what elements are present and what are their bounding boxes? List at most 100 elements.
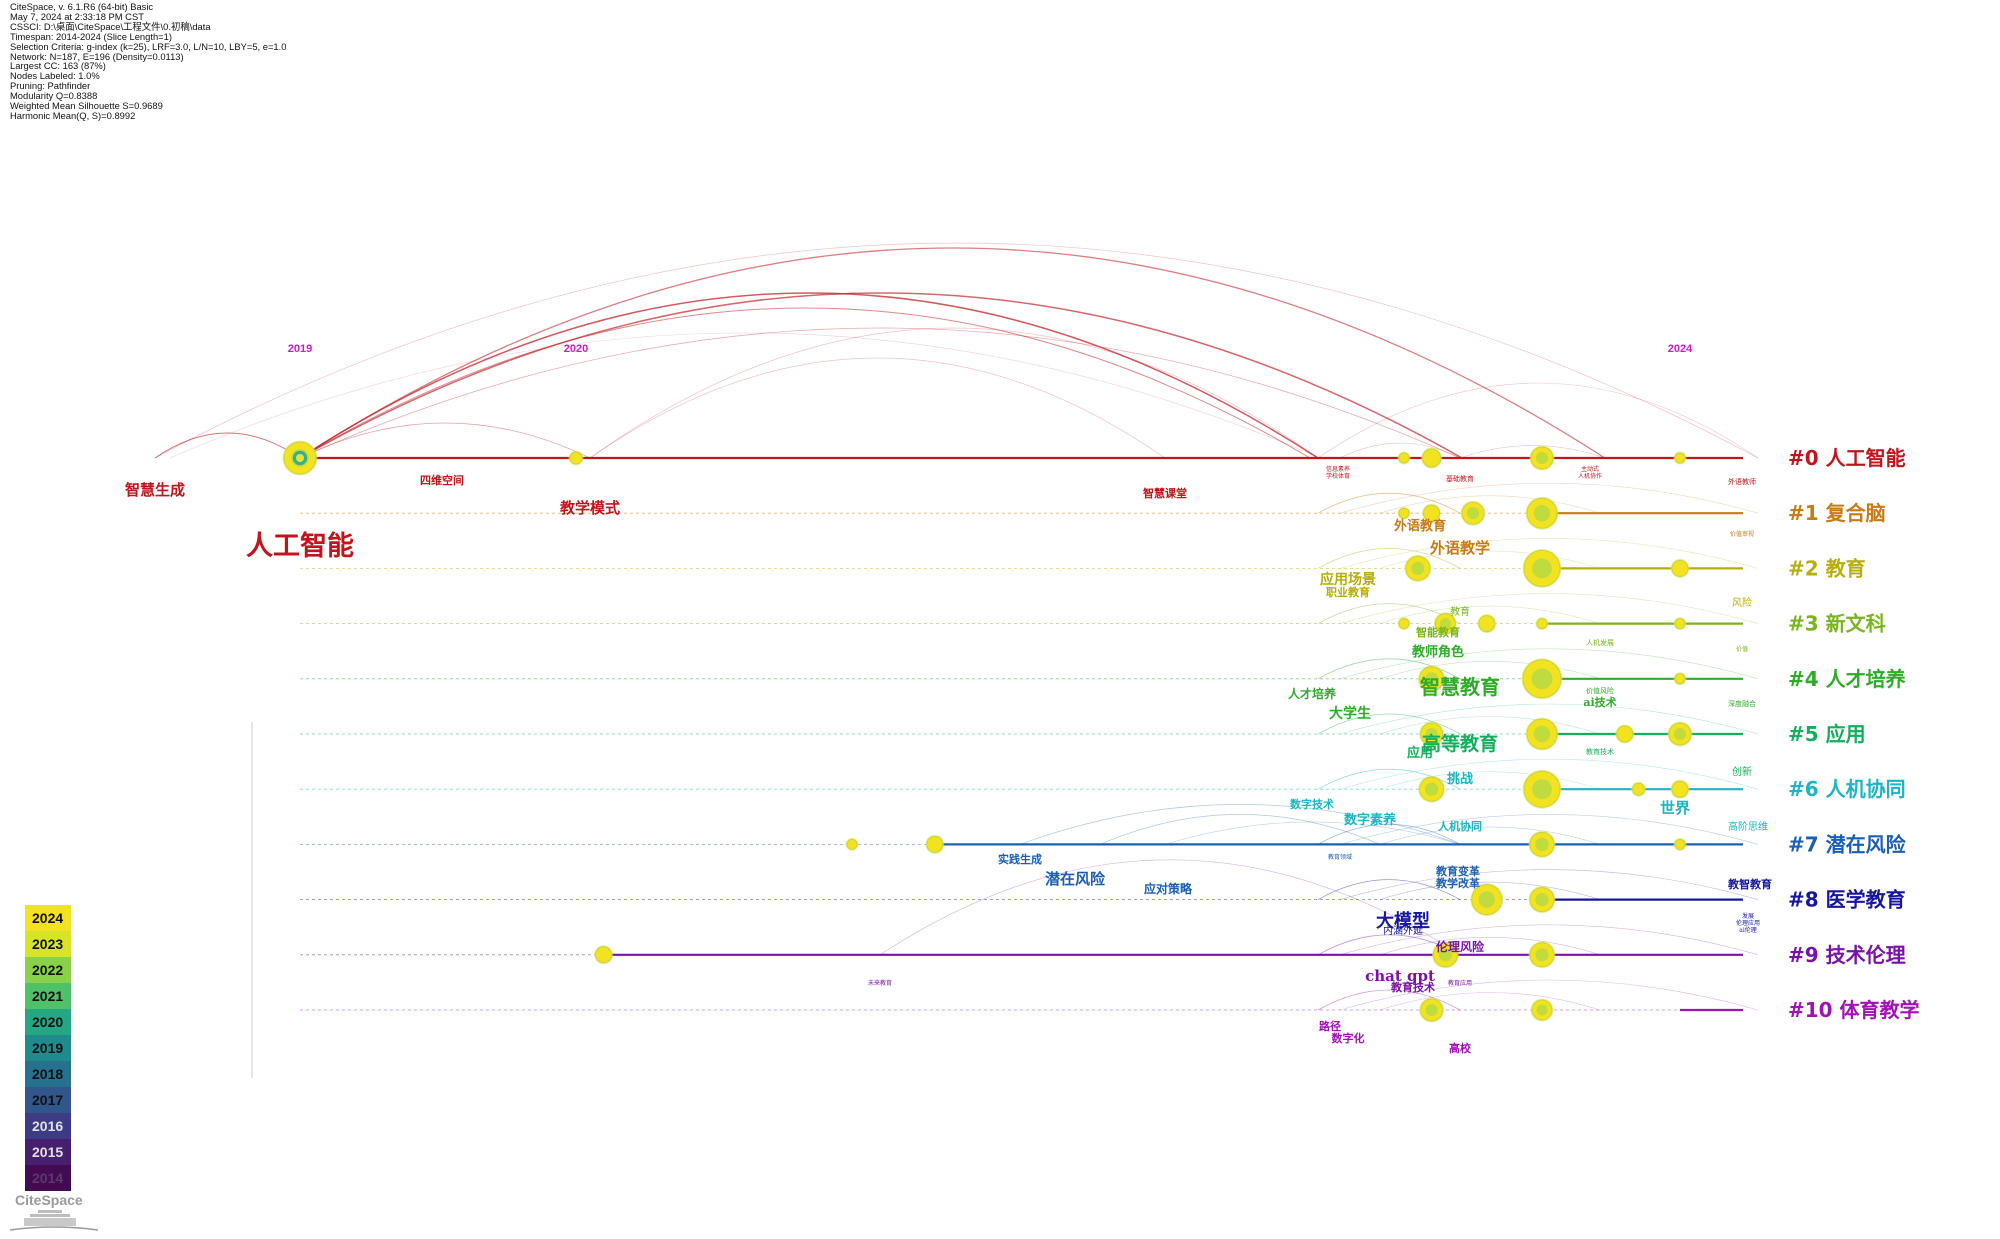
node-circle[interactable] bbox=[1674, 452, 1686, 464]
node-circle[interactable] bbox=[846, 838, 858, 850]
keyword-label: 内涵外延 bbox=[1383, 924, 1423, 937]
co-occurrence-arc bbox=[299, 292, 1319, 459]
cluster-label[interactable]: #6 人机协同 bbox=[1788, 777, 1906, 801]
logo-graphic bbox=[10, 1210, 98, 1231]
summary-line: Weighted Mean Silhouette S=0.9689 bbox=[10, 100, 163, 112]
cluster-label[interactable]: #8 医学教育 bbox=[1788, 888, 1906, 912]
node-circle[interactable] bbox=[1671, 780, 1689, 798]
node-circle[interactable] bbox=[1398, 618, 1410, 630]
node-circle[interactable] bbox=[1616, 725, 1634, 743]
keyword-node[interactable] bbox=[282, 440, 318, 476]
keyword-node[interactable] bbox=[1419, 997, 1445, 1023]
keyword-node[interactable] bbox=[1470, 883, 1504, 917]
keyword-node[interactable] bbox=[594, 945, 614, 965]
keyword-node[interactable] bbox=[1522, 548, 1562, 588]
node-circle[interactable] bbox=[1632, 782, 1646, 796]
keyword-node[interactable] bbox=[1525, 717, 1559, 751]
keyword-label: ai技术 bbox=[1583, 695, 1616, 709]
keyword-node[interactable] bbox=[1404, 554, 1432, 582]
cluster-labels-layer[interactable]: #0 人工智能 #1 复合脑 #2 教育 #3 新文科 #4 人才培养 #5 应用 #6 人… bbox=[1788, 446, 1920, 1022]
cluster-label[interactable]: #2 教育 bbox=[1788, 556, 1866, 580]
keyword-node[interactable] bbox=[1431, 941, 1459, 969]
keyword-node[interactable] bbox=[1673, 617, 1687, 631]
keyword-node[interactable] bbox=[1397, 451, 1411, 465]
keyword-label: 高阶思维 bbox=[1728, 820, 1768, 833]
keyword-node[interactable] bbox=[568, 450, 584, 466]
node-circle[interactable] bbox=[1536, 618, 1548, 630]
keyword-node[interactable] bbox=[1530, 998, 1554, 1022]
node-circle[interactable] bbox=[1674, 618, 1686, 630]
keyword-node[interactable] bbox=[1418, 665, 1446, 693]
keyword-node[interactable] bbox=[1528, 941, 1556, 969]
cluster-label[interactable]: #1 复合脑 bbox=[1788, 501, 1886, 525]
keyword-node[interactable] bbox=[1528, 886, 1556, 914]
keyword-node[interactable] bbox=[1397, 506, 1411, 520]
node-circle[interactable] bbox=[1423, 504, 1441, 522]
keyword-label: 高等教育 bbox=[1422, 732, 1498, 755]
keyword-node[interactable] bbox=[1631, 781, 1647, 797]
keyword-node[interactable] bbox=[1535, 617, 1549, 631]
keyword-node[interactable] bbox=[1522, 769, 1562, 809]
node-circle[interactable] bbox=[926, 835, 944, 853]
keyword-node[interactable] bbox=[1521, 658, 1563, 700]
cluster-label[interactable]: #5 应用 bbox=[1788, 722, 1866, 746]
keyword-node[interactable] bbox=[1529, 445, 1555, 471]
keyword-node[interactable] bbox=[1418, 775, 1446, 803]
node-core bbox=[1535, 893, 1549, 907]
keyword-label: 数字素养 bbox=[1344, 812, 1397, 828]
cluster-label[interactable]: #10 体育教学 bbox=[1788, 998, 1920, 1022]
keyword-node[interactable] bbox=[1477, 614, 1497, 634]
keyword-node[interactable] bbox=[1667, 721, 1693, 747]
cluster-label[interactable]: #3 新文科 bbox=[1788, 612, 1886, 636]
keyword-node[interactable] bbox=[1615, 724, 1635, 744]
keyword-node[interactable] bbox=[925, 834, 945, 854]
keyword-node[interactable] bbox=[1419, 721, 1445, 747]
node-core bbox=[1411, 561, 1425, 576]
keyword-node[interactable] bbox=[1460, 500, 1486, 526]
node-circle[interactable] bbox=[1671, 559, 1689, 577]
cluster-label[interactable]: #9 技术伦理 bbox=[1788, 943, 1906, 967]
cluster-label[interactable]: #7 潜在风险 bbox=[1788, 832, 1907, 856]
node-core bbox=[1535, 948, 1549, 962]
keyword-label: 伦理风险 bbox=[1436, 939, 1485, 954]
keyword-node[interactable] bbox=[845, 837, 859, 851]
node-circle[interactable] bbox=[1674, 673, 1686, 685]
node-circle[interactable] bbox=[1478, 615, 1496, 633]
keyword-node[interactable] bbox=[1670, 779, 1690, 799]
co-occurrence-arc bbox=[1339, 924, 1759, 956]
keyword-label: 潜在风险 bbox=[1045, 870, 1106, 888]
keyword-label: 人工智能 bbox=[246, 530, 354, 562]
node-core bbox=[1478, 891, 1496, 908]
node-circle[interactable] bbox=[1422, 448, 1442, 468]
summary-line: CiteSpace, v. 6.1.R6 (64-bit) Basic bbox=[10, 1, 154, 12]
node-circle[interactable] bbox=[595, 946, 613, 964]
keyword-label: 深度融合 bbox=[1728, 699, 1756, 708]
citespace-logo: CiteSpace bbox=[10, 1192, 98, 1232]
keyword-label: 教育变革 bbox=[1435, 864, 1480, 878]
co-occurrence-arc bbox=[299, 422, 591, 459]
keyword-node[interactable] bbox=[1422, 503, 1442, 523]
summary-line: Nodes Labeled: 1.0% bbox=[10, 70, 100, 82]
keyword-label: 高校 bbox=[1449, 1041, 1472, 1055]
co-occurrence-arc bbox=[1339, 593, 1759, 624]
keyword-node[interactable] bbox=[1525, 496, 1559, 530]
node-circle[interactable] bbox=[1398, 507, 1410, 519]
keyword-node[interactable] bbox=[1528, 830, 1556, 858]
keyword-node[interactable] bbox=[1673, 837, 1687, 851]
node-circle[interactable] bbox=[569, 451, 583, 465]
legend-year-cell: 2021 bbox=[25, 983, 71, 1009]
keyword-node[interactable] bbox=[1670, 558, 1690, 578]
nodes-layer[interactable] bbox=[282, 440, 1693, 1023]
keyword-node[interactable] bbox=[1421, 447, 1443, 469]
cluster-label[interactable]: #0 人工智能 bbox=[1788, 446, 1906, 470]
co-occurrence-arc bbox=[1317, 879, 1461, 900]
node-circle[interactable] bbox=[1398, 452, 1410, 464]
node-circle[interactable] bbox=[1674, 838, 1686, 850]
keyword-node[interactable] bbox=[1673, 451, 1687, 465]
keyword-node[interactable] bbox=[1433, 612, 1457, 636]
cluster-label[interactable]: #4 人才培养 bbox=[1788, 667, 1906, 691]
keyword-label: 伦理应用 bbox=[1736, 919, 1760, 927]
keyword-node[interactable] bbox=[1673, 672, 1687, 686]
keyword-node[interactable] bbox=[1397, 617, 1411, 631]
